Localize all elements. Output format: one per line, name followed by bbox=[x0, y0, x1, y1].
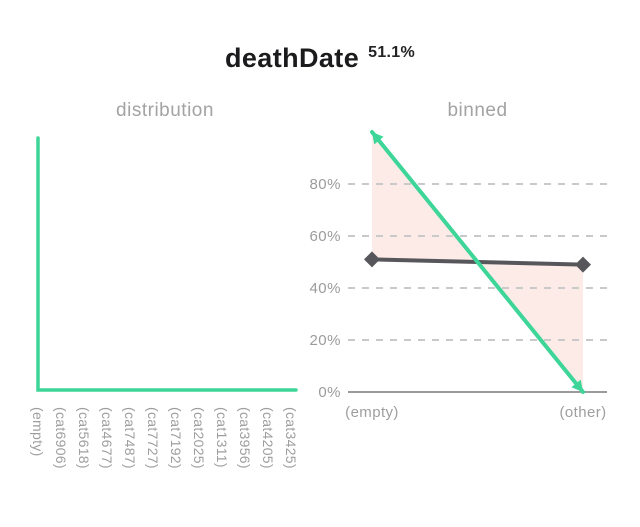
binned-chart-title: binned bbox=[447, 100, 508, 121]
y-tick-label: 40% bbox=[309, 280, 341, 297]
distribution-x-label: (cat3956) bbox=[237, 407, 253, 469]
distribution-chart bbox=[36, 136, 298, 392]
binned-chart: 80% 60% 40% 20% 0%(empty) (other) bbox=[309, 130, 607, 421]
distribution-x-label: (cat7487) bbox=[122, 407, 138, 469]
distribution-x-label: (cat4677) bbox=[99, 407, 115, 469]
distribution-x-label: (cat7192) bbox=[168, 407, 184, 469]
binned-distribution-line bbox=[370, 130, 585, 394]
binned-x-label: (other) bbox=[560, 404, 607, 421]
distribution-chart-title: distribution bbox=[116, 100, 214, 121]
distribution-x-label: (cat2025) bbox=[191, 407, 207, 469]
feature-name: deathDate bbox=[224, 43, 360, 73]
diamond-marker bbox=[575, 256, 591, 273]
distribution-x-label: (cat4205) bbox=[260, 407, 276, 469]
feature-percentage-badge: 51.1% bbox=[368, 44, 415, 61]
y-tick-label: 80% bbox=[309, 176, 341, 193]
distribution-x-label: (cat6906) bbox=[53, 407, 69, 469]
binned-x-label: (empty) bbox=[345, 404, 399, 421]
distribution-x-label: (empty) bbox=[30, 407, 46, 457]
y-tick-label: 20% bbox=[309, 332, 341, 349]
distribution-x-label: (cat7727) bbox=[145, 407, 161, 469]
y-tick-label: 0% bbox=[318, 384, 341, 401]
diamond-marker bbox=[364, 251, 380, 268]
distribution-x-label: (cat5618) bbox=[76, 407, 92, 469]
distribution-line bbox=[36, 136, 298, 392]
arrow-marker bbox=[571, 379, 583, 392]
y-tick-label: 60% bbox=[309, 228, 341, 245]
distribution-x-label: (cat1311) bbox=[214, 407, 230, 468]
page-title: deathDate 51.1% bbox=[0, 44, 640, 72]
arrow-marker bbox=[372, 132, 384, 145]
